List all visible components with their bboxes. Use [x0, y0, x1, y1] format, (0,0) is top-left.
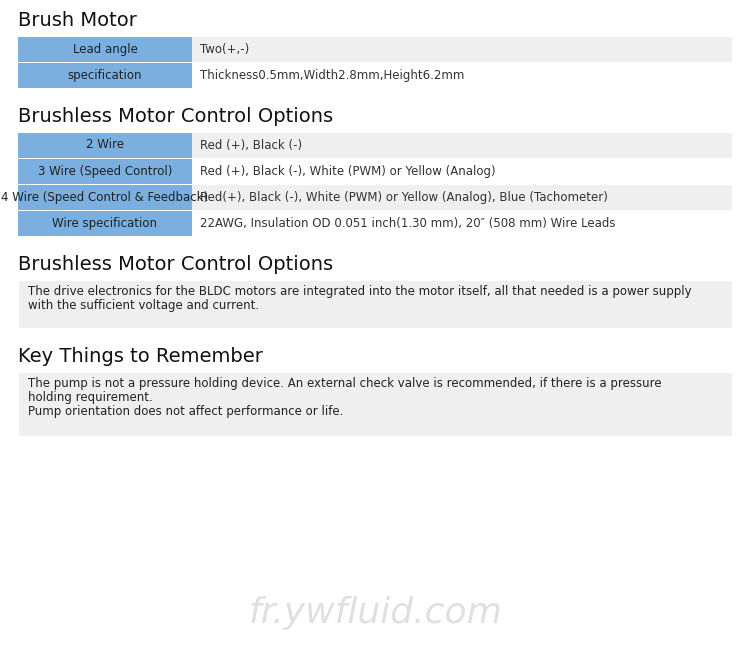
Bar: [18, 132, 732, 158]
Bar: [18, 280, 732, 328]
Text: fr.ywfluid.com: fr.ywfluid.com: [248, 596, 502, 630]
Bar: [18, 184, 732, 210]
Text: Wire specification: Wire specification: [53, 216, 158, 229]
Text: The drive electronics for the BLDC motors are integrated into the motor itself, : The drive electronics for the BLDC motor…: [28, 286, 692, 299]
Bar: [18, 132, 732, 133]
Bar: [18, 36, 732, 62]
Bar: [18, 132, 192, 158]
Text: Brushless Motor Control Options: Brushless Motor Control Options: [18, 108, 333, 126]
Bar: [18, 210, 732, 211]
Text: 22AWG, Insulation OD 0.051 inch(1.30 mm), 20″ (508 mm) Wire Leads: 22AWG, Insulation OD 0.051 inch(1.30 mm)…: [200, 216, 616, 229]
Text: 4 Wire (Speed Control & Feedback): 4 Wire (Speed Control & Feedback): [2, 191, 209, 203]
Text: Red(+), Black (-), White (PWM) or Yellow (Analog), Blue (Tachometer): Red(+), Black (-), White (PWM) or Yellow…: [200, 191, 608, 203]
Bar: [18, 158, 732, 184]
Text: Lead angle: Lead angle: [73, 43, 137, 56]
Bar: [18, 158, 192, 184]
Bar: [18, 210, 732, 236]
Bar: [18, 372, 732, 436]
Text: Brushless Motor Control Options: Brushless Motor Control Options: [18, 255, 333, 275]
Text: The pump is not a pressure holding device. An external check valve is recommende: The pump is not a pressure holding devic…: [28, 378, 662, 391]
Text: Red (+), Black (-), White (PWM) or Yellow (Analog): Red (+), Black (-), White (PWM) or Yello…: [200, 165, 496, 178]
Bar: [18, 158, 732, 159]
Text: Key Things to Remember: Key Things to Remember: [18, 347, 262, 367]
Bar: [18, 184, 192, 210]
Bar: [18, 62, 732, 63]
Text: with the sufficient voltage and current.: with the sufficient voltage and current.: [28, 299, 260, 312]
Text: Red (+), Black (-): Red (+), Black (-): [200, 139, 302, 152]
Text: specification: specification: [68, 69, 142, 82]
Bar: [18, 62, 732, 88]
Text: Pump orientation does not affect performance or life.: Pump orientation does not affect perform…: [28, 406, 344, 419]
Bar: [18, 36, 732, 37]
Bar: [18, 36, 192, 62]
Bar: [18, 210, 192, 236]
Text: Brush Motor: Brush Motor: [18, 12, 136, 30]
Text: 3 Wire (Speed Control): 3 Wire (Speed Control): [38, 165, 172, 178]
Text: holding requirement.: holding requirement.: [28, 391, 153, 404]
Text: Two(+,-): Two(+,-): [200, 43, 249, 56]
Text: 2 Wire: 2 Wire: [86, 139, 124, 152]
Bar: [18, 184, 732, 185]
Text: Thickness0.5mm,Width2.8mm,Height6.2mm: Thickness0.5mm,Width2.8mm,Height6.2mm: [200, 69, 464, 82]
Bar: [18, 62, 192, 88]
